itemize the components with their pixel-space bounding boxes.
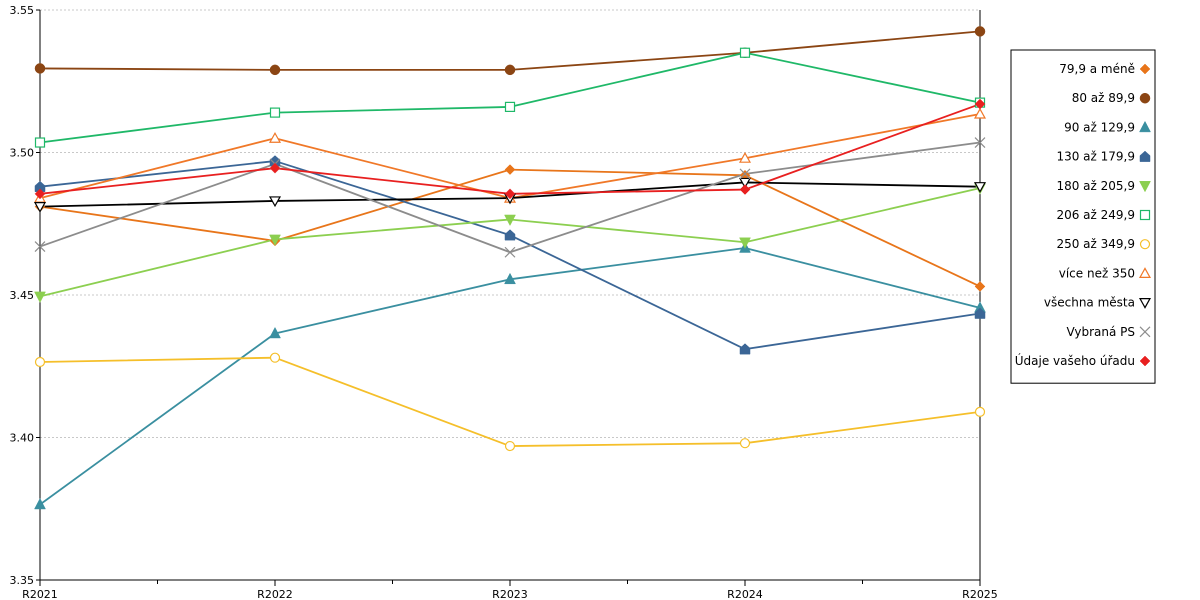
legend-marker [1139, 150, 1151, 162]
data-point [504, 246, 516, 258]
series-line-2 [39, 247, 981, 506]
data-point [34, 356, 46, 368]
data-point [34, 137, 46, 148]
series-line-1 [39, 30, 981, 71]
data-point [269, 64, 281, 76]
data-point [973, 182, 987, 193]
data-point [739, 168, 751, 180]
legend-marker [1139, 355, 1151, 367]
x-tick-label: R2023 [492, 588, 528, 600]
data-point [504, 229, 516, 241]
y-tick-label: 3.40 [10, 432, 35, 445]
data-point [504, 272, 516, 285]
data-point [34, 241, 46, 252]
y-tick-label: 3.45 [10, 289, 35, 302]
series-line-0 [39, 168, 981, 288]
data-point [739, 47, 751, 58]
legend-label: 90 až 129,9 [1064, 120, 1135, 134]
legend-label: 80 až 89,9 [1072, 91, 1135, 105]
legend: 79,9 a méně 80 až 89,9 90 až 129,9 130 až 1… [1010, 49, 1156, 384]
data-point [974, 307, 986, 319]
data-point [269, 234, 281, 246]
x-tick-label: R2024 [727, 588, 763, 600]
axes: 3.35 3.40 3.45 3.50 3.55 R2021 R2022 R2023 R2024… [10, 4, 998, 600]
data-point [974, 137, 986, 148]
data-point [268, 196, 282, 208]
legend-marker [1139, 326, 1151, 338]
legend-box [1010, 49, 1156, 384]
x-tick-label: R2021 [22, 588, 58, 600]
data-point [34, 188, 46, 200]
grid-lines [40, 9, 980, 438]
data-point [739, 343, 751, 355]
x-tick-label: R2025 [962, 588, 998, 600]
data-point [738, 151, 752, 163]
data-point [973, 107, 987, 119]
legend-label: Vybraná PS [1066, 325, 1135, 339]
data-point [974, 26, 986, 37]
data-point [738, 177, 752, 189]
data-point [974, 98, 986, 110]
series-markers [33, 26, 987, 510]
legend-marker [1139, 209, 1151, 221]
x-tick-label: R2022 [257, 588, 293, 600]
legend-marker [1139, 92, 1151, 104]
data-point [504, 214, 516, 227]
data-point [33, 202, 47, 213]
data-point [269, 352, 281, 363]
series-line-10 [39, 103, 981, 195]
legend-label: 130 až 179,9 [1056, 150, 1135, 164]
data-point [269, 326, 281, 339]
legend-label: více než 350 [1059, 266, 1135, 280]
data-point [504, 101, 516, 113]
legend-label: 250 až 349,9 [1056, 237, 1135, 251]
legend-label: Údaje vašeho úřadu [1015, 353, 1135, 368]
legend-marker [1139, 239, 1151, 250]
data-point [739, 438, 751, 449]
y-tick-label: 3.55 [10, 4, 35, 17]
data-point [268, 132, 282, 143]
legend-marker [1138, 298, 1152, 309]
data-point [504, 188, 516, 200]
y-tick-label: 3.35 [10, 574, 35, 587]
data-point [34, 497, 46, 510]
legend-label: 206 až 249,9 [1056, 208, 1135, 222]
data-point [739, 184, 751, 195]
data-point [504, 440, 516, 452]
legend-marker [1138, 267, 1152, 278]
legend-marker [1139, 63, 1151, 75]
data-point [269, 162, 281, 174]
data-point [34, 291, 46, 303]
legend-label: všechna města [1044, 296, 1135, 310]
legend-marker [1139, 181, 1151, 193]
data-point [739, 237, 751, 249]
data-point [974, 281, 986, 292]
legend-label: 180 až 205,9 [1056, 179, 1135, 193]
data-point [974, 406, 986, 417]
legend-label: 79,9 a méně [1059, 62, 1135, 76]
legend-marker [1139, 120, 1151, 133]
data-point [269, 107, 281, 118]
data-point [34, 63, 46, 74]
data-point [504, 64, 516, 76]
data-point [504, 164, 516, 175]
y-tick-label: 3.50 [10, 147, 35, 160]
